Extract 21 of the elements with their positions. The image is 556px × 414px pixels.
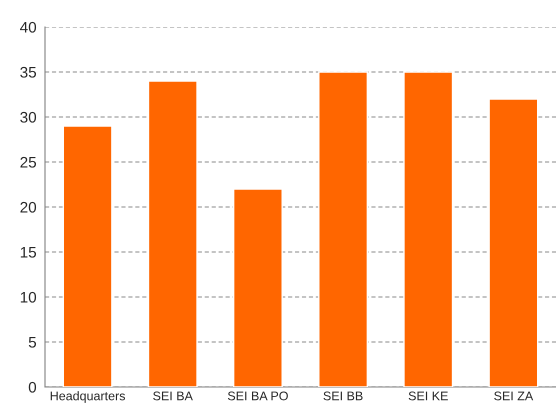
bar — [232, 188, 283, 387]
x-tick-label: SEI BA PO — [228, 391, 288, 400]
y-tick-label: 5 — [28, 337, 36, 348]
bar — [148, 80, 198, 387]
y-tick-label: 30 — [20, 112, 36, 123]
y-tick-label: 40 — [20, 22, 36, 33]
x-tick-label: SEI BA — [153, 391, 193, 400]
x-tick-label: Headquarters — [50, 391, 126, 403]
x-tick-label: SEI ZA — [494, 391, 534, 400]
y-tick-label: 25 — [20, 156, 36, 168]
y-tick-label: 0 — [28, 382, 36, 393]
bar — [318, 71, 368, 387]
bar — [403, 71, 454, 387]
bar — [488, 98, 538, 387]
x-tick-label: SEI KE — [408, 391, 448, 400]
bar — [62, 125, 113, 387]
y-tick-label: 10 — [20, 292, 36, 303]
y-tick-label: 35 — [20, 66, 36, 78]
y-tick-label: 15 — [20, 247, 36, 258]
x-tick-label: SEI BB — [324, 391, 363, 400]
y-tick-label: 20 — [20, 202, 36, 213]
